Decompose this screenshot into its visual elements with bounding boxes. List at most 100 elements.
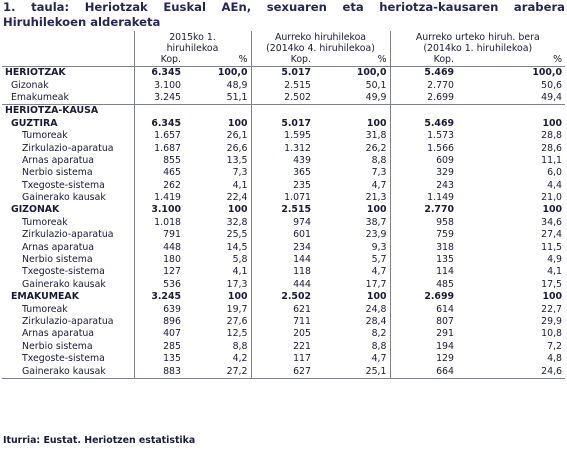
table-row: Gainerako kausak 536 17,3 444 17,7 485 17,5 bbox=[2, 278, 565, 292]
cell-count: 1.687 bbox=[133, 142, 184, 155]
header-kop: Kop. bbox=[250, 54, 314, 67]
cell-percent: 22,7 bbox=[541, 303, 563, 315]
cell-percent: 100 bbox=[542, 204, 563, 216]
cell-count: 3.245 bbox=[133, 91, 184, 105]
table-body: HERIOTZAK 6.345 100,0 5.017 100,0 5.469 100,0 G… bbox=[2, 66, 566, 379]
cell-percent: 6,0 bbox=[547, 167, 563, 179]
cell-count: 262 bbox=[133, 179, 184, 192]
cell-count: 234 bbox=[250, 241, 314, 254]
row-label: HERIOTZA-KAUSA bbox=[2, 104, 134, 118]
cell-percent: 100 bbox=[227, 204, 248, 216]
cell-count: 2.770 bbox=[389, 204, 457, 217]
cell-count: 118 bbox=[250, 266, 314, 279]
cell-count: 1.595 bbox=[250, 129, 314, 143]
cell-count: 2.502 bbox=[250, 291, 314, 304]
table-title: 1. taula: Heriotzak Euskal AEn, sexuaren… bbox=[3, 0, 565, 30]
cell-count: 407 bbox=[133, 328, 184, 341]
table-row: Tumoreak 1.018 32,8 974 38,7 958 34,6 bbox=[2, 216, 565, 230]
row-label: Gainerako kausak bbox=[22, 192, 106, 204]
cell-percent: 34,6 bbox=[541, 216, 563, 228]
cell-percent: 28,6 bbox=[541, 142, 563, 154]
cell-percent: 25,5 bbox=[226, 229, 248, 241]
row-label: Zirkulazio-aparatua bbox=[22, 316, 114, 327]
cell-percent: 11,5 bbox=[541, 241, 563, 253]
header-col-2015q1: 2015ko 1. hiruhilekoa bbox=[133, 31, 251, 54]
table-row: Emakumeak 3.245 51,1 2.502 49,9 2.699 49,4 bbox=[2, 91, 565, 105]
header-prev-line2: (2014ko 4. hiruhilekoa) bbox=[266, 42, 375, 54]
row-label: Gizonak bbox=[11, 79, 49, 91]
table-row: Gizonak 3.100 48,9 2.515 50,1 2.770 50,6 bbox=[2, 79, 565, 92]
cell-count: 627 bbox=[250, 365, 314, 379]
table-row: Tumoreak 1.657 26,1 1.595 31,8 1.573 28,8 bbox=[2, 129, 565, 143]
cell-count: 1.071 bbox=[250, 191, 314, 205]
row-label: Emakumeak bbox=[11, 91, 69, 103]
cell-count: 3.100 bbox=[133, 204, 184, 217]
cell-percent: 24,6 bbox=[457, 365, 566, 379]
cell-count: 1.149 bbox=[389, 191, 457, 205]
cell-percent: 48,9 bbox=[226, 79, 248, 91]
cell-percent: 7,3 bbox=[232, 167, 248, 179]
cell-percent: 24,8 bbox=[365, 303, 387, 315]
cell-percent: 100 bbox=[227, 117, 248, 129]
cell-percent: 27,4 bbox=[541, 229, 563, 241]
row-label: Tumoreak bbox=[22, 216, 68, 228]
table-row: HERIOTZAK 6.345 100,0 5.017 100,0 5.469 100,0 bbox=[2, 66, 566, 80]
table-row: Tumoreak 639 19,7 621 24,8 614 22,7 bbox=[2, 303, 565, 316]
cell-count: 614 bbox=[389, 303, 457, 316]
cell-count: 291 bbox=[389, 328, 457, 341]
cell-percent: 28,8 bbox=[541, 130, 563, 142]
cell-count: 6.345 bbox=[133, 117, 184, 130]
cell-count: 6.345 bbox=[133, 66, 184, 80]
cell-percent: 4,8 bbox=[547, 353, 563, 365]
table-row: Nerbio sistema 285 8,8 221 8,8 194 7,2 bbox=[2, 340, 565, 353]
table-row: GUZTIRA 6.345 100 5.017 100 5.469 100 bbox=[2, 117, 565, 130]
cell-percent: 31,8 bbox=[365, 130, 387, 142]
cell-count: 5.469 bbox=[389, 66, 457, 80]
cell-count: 621 bbox=[250, 303, 314, 316]
cell-percent: 8,2 bbox=[371, 328, 387, 340]
row-label: Zirkulazio-aparatua bbox=[22, 142, 114, 154]
cell-percent: 50,6 bbox=[541, 79, 563, 91]
cell-percent: 100 bbox=[366, 117, 387, 129]
cell-percent: 49,4 bbox=[541, 91, 563, 103]
cell-percent: 14,5 bbox=[226, 241, 248, 253]
cell-percent: 7,2 bbox=[547, 340, 563, 352]
cell-percent: 8,8 bbox=[232, 340, 248, 352]
cell-percent: 21,0 bbox=[541, 192, 563, 204]
header-lastyear-line2: (2014ko 1. hiruhilekoa) bbox=[423, 42, 533, 54]
cell-percent: 4,1 bbox=[547, 266, 563, 278]
cell-percent: 100 bbox=[542, 117, 563, 129]
cell-percent: 26,1 bbox=[226, 130, 248, 142]
cell-percent: 4,1 bbox=[232, 179, 248, 191]
row-label: Txegoste-sistema bbox=[22, 353, 105, 365]
row-label: Tumoreak bbox=[22, 303, 68, 315]
header-prev-line1: Aurreko hiruhilekoa bbox=[274, 32, 367, 43]
cell-percent: 23,9 bbox=[365, 229, 387, 241]
cell-percent: 100 bbox=[227, 291, 248, 303]
cell-count: 439 bbox=[250, 154, 314, 168]
cell-percent: 19,7 bbox=[226, 303, 248, 315]
row-label: Nerbio sistema bbox=[22, 254, 93, 266]
row-label: GIZONAK bbox=[11, 204, 60, 216]
cell-percent: 25,1 bbox=[314, 365, 390, 379]
cell-percent: 100 bbox=[366, 204, 387, 216]
cell-count: 135 bbox=[389, 253, 457, 267]
cell-percent: 11,1 bbox=[541, 154, 563, 166]
cell-percent: 27,2 bbox=[184, 365, 251, 379]
cell-percent: 26,2 bbox=[365, 142, 387, 154]
cell-percent: 4,1 bbox=[232, 266, 248, 278]
cell-count: 448 bbox=[133, 241, 184, 254]
cell-percent: 17,5 bbox=[541, 278, 563, 290]
cell-percent: 10,8 bbox=[541, 328, 563, 340]
header-row-groups: 2015ko 1. hiruhilekoa Aurreko hiruhileko… bbox=[2, 31, 566, 54]
row-label: Arnas aparatua bbox=[22, 241, 95, 253]
cell-percent: 38,7 bbox=[365, 216, 387, 228]
cell-count: 194 bbox=[389, 340, 457, 353]
cell-percent: 4,7 bbox=[371, 266, 387, 278]
cell-count: 807 bbox=[389, 315, 457, 329]
cell-count: 129 bbox=[389, 352, 457, 366]
table-row: HERIOTZA-KAUSA bbox=[2, 104, 566, 118]
cell-count: 329 bbox=[389, 167, 457, 180]
table-row: Nerbio sistema 465 7,3 365 7,3 329 6,0 bbox=[2, 167, 565, 180]
table-row: Nerbio sistema 180 5,8 144 5,7 135 4,9 bbox=[2, 253, 565, 267]
